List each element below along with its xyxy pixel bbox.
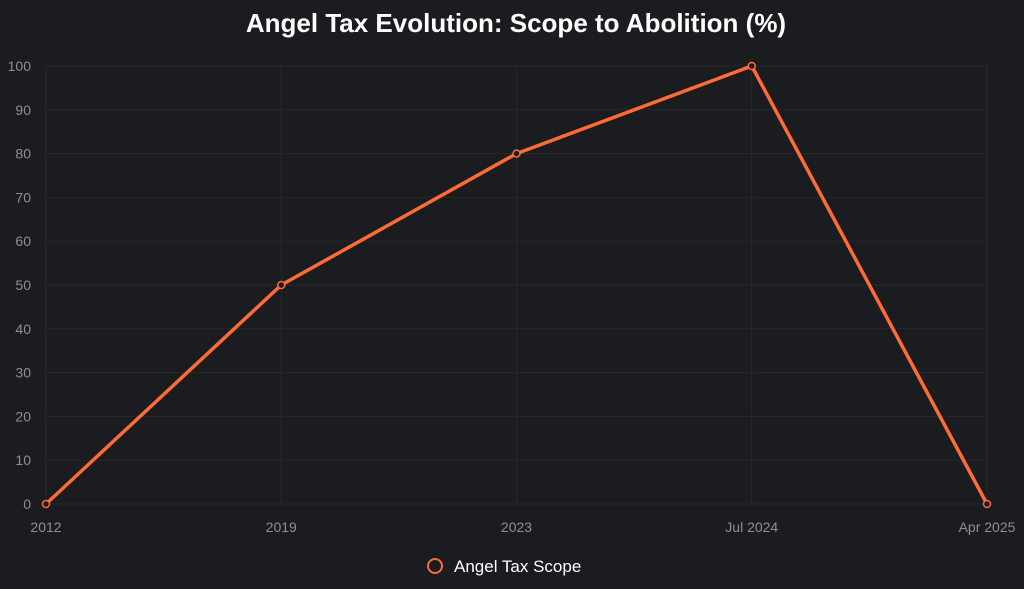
legend[interactable]: Angel Tax Scope: [427, 557, 581, 576]
y-axis-tick-labels: 0 10 20 30 40 50 60 70 80 90 100: [8, 58, 32, 512]
y-tick-label: 100: [8, 58, 32, 74]
legend-label: Angel Tax Scope: [454, 557, 581, 576]
y-tick-label: 20: [15, 408, 31, 424]
x-axis-tick-labels: 2012 2019 2023 Jul 2024 Apr 2025: [30, 519, 1015, 535]
x-tick-label: 2019: [266, 519, 297, 535]
x-tick-label: Apr 2025: [959, 519, 1016, 535]
y-tick-label: 70: [15, 189, 31, 205]
y-tick-label: 80: [15, 146, 31, 162]
y-tick-label: 0: [23, 496, 31, 512]
data-point[interactable]: [277, 280, 286, 290]
series-layer: [41, 61, 992, 509]
x-tick-label: 2023: [501, 519, 532, 535]
data-point[interactable]: [747, 61, 756, 71]
data-point[interactable]: [41, 499, 51, 509]
chart-title: Angel Tax Evolution: Scope to Abolition …: [246, 8, 786, 38]
data-point[interactable]: [982, 499, 992, 509]
x-tick-label: Jul 2024: [725, 519, 778, 535]
grid-lines: [45, 65, 988, 505]
legend-marker-icon: [427, 558, 443, 574]
y-tick-label: 40: [15, 321, 31, 337]
y-tick-label: 60: [15, 233, 31, 249]
x-tick-label: 2012: [30, 519, 61, 535]
y-tick-label: 90: [15, 102, 31, 118]
y-tick-label: 50: [15, 277, 31, 293]
y-tick-label: 10: [15, 452, 31, 468]
y-tick-label: 30: [15, 365, 31, 381]
data-point[interactable]: [512, 149, 521, 158]
